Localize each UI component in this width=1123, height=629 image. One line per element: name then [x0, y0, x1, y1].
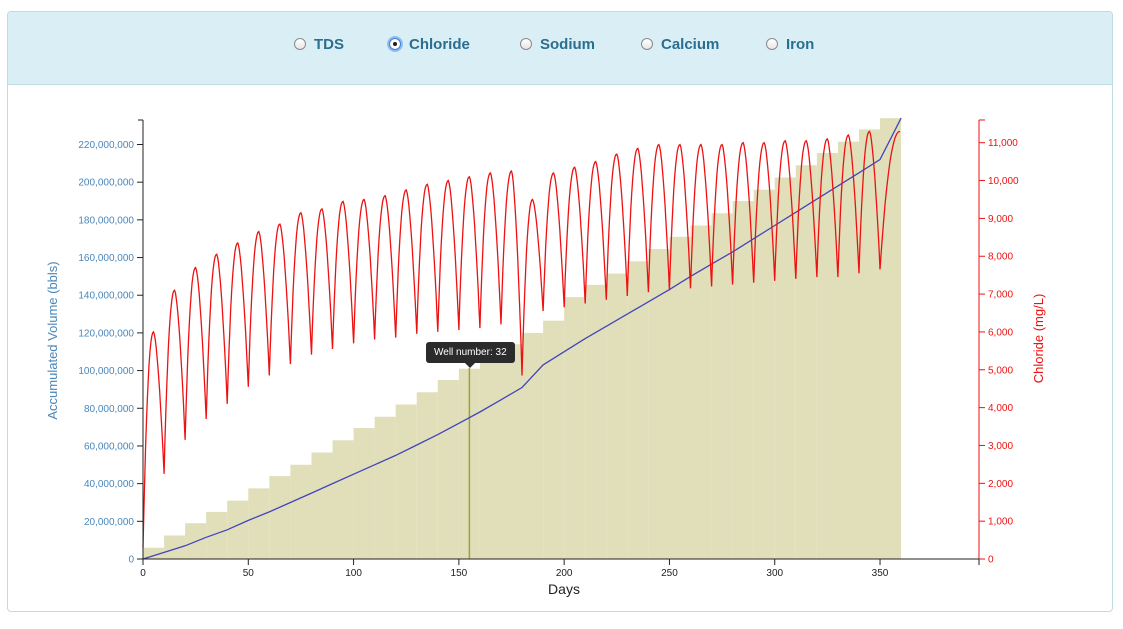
volume-bar	[669, 236, 691, 560]
volume-bar	[690, 225, 712, 559]
radio-option-chloride[interactable]: Chloride	[389, 32, 470, 56]
radio-option-tds[interactable]: TDS	[294, 32, 344, 56]
volume-bar	[648, 249, 670, 559]
y-left-tick-label: 80,000,000	[84, 404, 134, 415]
y-left-tick-label: 0	[128, 555, 134, 566]
tooltip-text: Well number: 32	[434, 347, 507, 358]
radio-label: Chloride	[409, 35, 470, 53]
volume-bar	[585, 284, 607, 559]
volume-bar	[164, 535, 186, 559]
volume-bar	[479, 356, 501, 559]
parameter-selector-bar: TDS Chloride Sodium Calcium Iron	[8, 12, 1112, 85]
x-tick-label: 350	[872, 568, 889, 579]
y-left-tick-label: 40,000,000	[84, 479, 134, 490]
y-right-tick-label: 8,000	[988, 252, 1013, 263]
volume-bars	[143, 118, 902, 560]
y-left-tick-label: 100,000,000	[78, 366, 134, 377]
x-tick-label: 200	[556, 568, 573, 579]
volume-bar	[774, 177, 796, 559]
x-tick-label: 300	[766, 568, 783, 579]
y-right-tick-label: 10,000	[988, 176, 1019, 187]
accumulated-volume-line	[142, 117, 902, 560]
radio-button-icon[interactable]	[389, 38, 401, 50]
y-left-tick-label: 140,000,000	[78, 291, 134, 302]
volume-bar	[416, 392, 438, 559]
y-left-tick-label: 60,000,000	[84, 441, 134, 452]
radio-button-icon[interactable]	[641, 38, 653, 50]
y-right-tick-label: 9,000	[988, 214, 1013, 225]
y-right-axis-label: Chloride (mg/L)	[1031, 294, 1046, 384]
parameter-radio-group: TDS Chloride Sodium Calcium Iron	[8, 32, 1112, 56]
volume-bar	[880, 118, 902, 560]
volume-bar	[206, 511, 228, 559]
radio-option-calcium[interactable]: Calcium	[641, 32, 719, 56]
volume-bar	[795, 165, 817, 560]
well-tooltip: Well number: 32	[426, 342, 515, 368]
radio-label: Sodium	[540, 35, 595, 53]
volume-bar	[290, 464, 312, 559]
volume-bar	[353, 428, 375, 559]
y-right-tick-label: 2,000	[988, 479, 1013, 490]
volume-bar	[437, 380, 459, 559]
volume-bar	[732, 201, 754, 560]
x-tick-label: 250	[661, 568, 678, 579]
radio-label: TDS	[314, 35, 344, 53]
y-right-tick-label: 6,000	[988, 327, 1013, 338]
y-left-tick-label: 120,000,000	[78, 328, 134, 339]
y-left-tick-label: 220,000,000	[78, 140, 134, 151]
volume-bar	[500, 344, 523, 559]
radio-option-iron[interactable]: Iron	[766, 32, 814, 56]
y-right-tick-label: 0	[988, 555, 994, 566]
volume-bar	[227, 500, 249, 559]
volume-bar	[837, 141, 859, 559]
y-right-tick-label: 11,000	[988, 138, 1018, 149]
x-tick-label: 100	[345, 568, 362, 579]
volume-bar	[858, 129, 881, 559]
x-tick-label: 50	[243, 568, 255, 579]
volume-bar	[753, 189, 775, 559]
volume-bar	[248, 488, 270, 559]
volume-bar	[311, 452, 333, 559]
radio-button-icon[interactable]	[766, 38, 778, 50]
y-right-tick-label: 4,000	[988, 403, 1013, 414]
volume-bar	[269, 476, 291, 559]
x-tick-label: 0	[140, 568, 146, 579]
chloride-line	[142, 130, 901, 548]
volume-bar	[395, 404, 417, 559]
volume-bar	[374, 416, 396, 559]
y-right-tick-label: 5,000	[988, 365, 1013, 376]
x-tick-label: 150	[451, 568, 468, 579]
y-left-tick-label: 180,000,000	[78, 215, 134, 226]
radio-button-icon[interactable]	[294, 38, 306, 50]
volume-bar	[332, 440, 354, 559]
volume-bar	[564, 297, 586, 559]
volume-bar	[543, 320, 565, 559]
volume-bar	[627, 261, 649, 559]
volume-bar	[143, 547, 165, 559]
y-left-tick-label: 20,000,000	[84, 517, 134, 528]
volume-bar	[606, 273, 628, 559]
y-left-tick-label: 160,000,000	[78, 253, 134, 264]
radio-label: Calcium	[661, 35, 720, 53]
y-right-tick-label: 3,000	[988, 441, 1013, 452]
volume-bar	[816, 152, 838, 559]
y-left-axis-label: Accumulated Volume (bbls)	[45, 261, 60, 419]
volume-bar	[711, 213, 733, 559]
radio-label: Iron	[786, 35, 815, 53]
radio-option-sodium[interactable]: Sodium	[520, 32, 595, 56]
y-left-tick-label: 200,000,000	[78, 178, 134, 189]
y-right-tick-label: 1,000	[988, 517, 1013, 528]
x-axis-label: Days	[548, 581, 580, 597]
volume-bar	[522, 332, 544, 559]
y-right-tick-label: 7,000	[988, 290, 1013, 301]
radio-button-icon[interactable]	[520, 38, 532, 50]
